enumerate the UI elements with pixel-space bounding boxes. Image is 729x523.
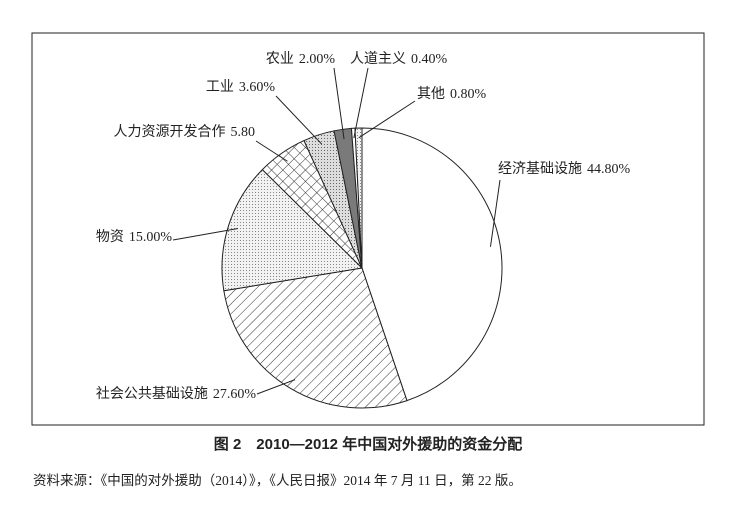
slice-value: 3.60% (239, 80, 276, 95)
slice-label: 人道主义 0.40% (350, 51, 448, 67)
pie-slice (361, 127, 503, 402)
pie (221, 127, 503, 409)
leader-line (256, 379, 296, 395)
slice-name: 物资 (96, 229, 124, 245)
slice-value: 44.80% (587, 162, 631, 177)
pie-slice (221, 168, 364, 292)
slice-name: 工业 (206, 79, 234, 95)
slice-value: 5.80 (231, 125, 256, 140)
leader-line (275, 95, 323, 145)
slice-value: 15.00% (129, 230, 173, 245)
slice-name: 社会公共基础设施 (96, 385, 208, 402)
leader-line (358, 100, 416, 139)
leader-line (353, 67, 369, 139)
pie-slice (354, 127, 363, 269)
slice-label: 农业 2.00% (266, 51, 336, 67)
slice-label: 物资 15.00% (96, 229, 173, 245)
slice-value: 27.60% (213, 387, 257, 402)
slice-value: 0.80% (450, 87, 487, 102)
slice-value: 0.40% (411, 52, 448, 67)
slice-name: 人力资源开发合作 (114, 124, 226, 140)
source-note: 资料来源：《中国的对外援助（2014）》，《人民日报》2014 年 7 月 11… (33, 472, 522, 488)
slice-label: 工业 3.60% (206, 79, 276, 95)
slice-name: 农业 (266, 51, 294, 67)
leader-line (255, 140, 288, 162)
slice-value: 2.00% (299, 52, 336, 67)
slice-name: 经济基础设施 (498, 160, 582, 177)
chart-title: 图 2 2010—2012 年中国对外援助的资金分配 (214, 435, 522, 453)
slice-name: 人道主义 (350, 51, 406, 67)
leader-line (172, 228, 239, 241)
pie-slice (223, 267, 408, 409)
frame (31, 32, 705, 426)
slice-label: 社会公共基础设施 27.60% (96, 385, 257, 402)
slice-name: 其他 (417, 86, 445, 102)
leader-line (333, 67, 345, 140)
slice-label: 经济基础设施 44.80% (498, 160, 631, 177)
slice-label: 其他 0.80% (417, 86, 487, 102)
slice-label: 人力资源开发合作 5.80 (114, 124, 256, 140)
leader-line (489, 179, 501, 247)
